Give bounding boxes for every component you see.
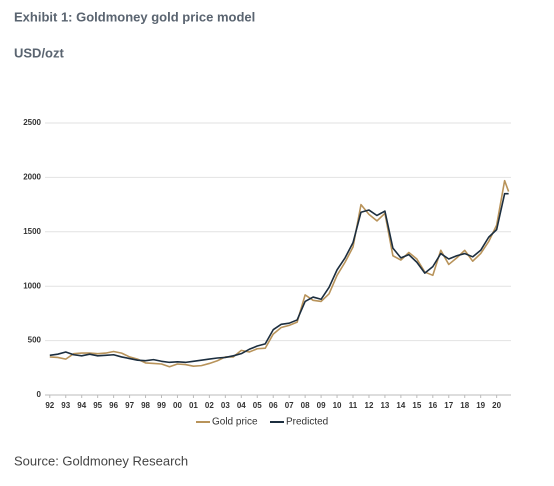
x-tick-label: 07 (285, 401, 294, 410)
x-tick-label: 98 (141, 401, 150, 410)
series-line (49, 192, 509, 364)
y-tick-label: 2000 (23, 173, 41, 182)
x-tick-label: 10 (333, 401, 342, 410)
y-tick-label: 1500 (23, 227, 41, 236)
x-tick-label: 97 (125, 401, 134, 410)
y-tick-label: 500 (28, 336, 42, 345)
x-tick-label: 09 (317, 401, 326, 410)
x-tick-label: 11 (349, 401, 358, 410)
x-tick-label: 93 (61, 401, 70, 410)
x-tick-label: 18 (460, 401, 469, 410)
x-tick-label: 01 (189, 401, 198, 410)
x-tick-label: 96 (109, 401, 118, 410)
legend-label: Gold price (212, 417, 258, 428)
x-tick-label: 06 (269, 401, 278, 410)
series-line (49, 179, 510, 368)
x-tick-label: 20 (492, 401, 501, 410)
source-note: Source: Goldmoney Research (14, 453, 188, 468)
x-tick-label: 14 (396, 401, 405, 410)
y-tick-label: 2500 (23, 118, 41, 127)
legend-label: Predicted (286, 417, 328, 428)
x-tick-label: 00 (173, 401, 182, 410)
chart-subtitle: USD/ozt (14, 45, 65, 60)
x-tick-label: 03 (221, 401, 230, 410)
y-tick-label: 0 (37, 390, 42, 399)
x-tick-label: 19 (476, 401, 485, 410)
x-tick-label: 04 (237, 401, 246, 410)
x-tick-label: 99 (157, 401, 166, 410)
y-tick-label: 1000 (23, 281, 41, 290)
x-tick-label: 12 (365, 401, 374, 410)
x-tick-label: 15 (412, 401, 421, 410)
x-tick-label: 02 (205, 401, 214, 410)
x-tick-label: 16 (428, 401, 437, 410)
x-tick-label: 92 (45, 401, 54, 410)
chart-title: Exhibit 1: Goldmoney gold price model (14, 9, 255, 24)
x-tick-label: 95 (93, 401, 102, 410)
x-tick-label: 05 (253, 401, 262, 410)
x-tick-label: 94 (77, 401, 86, 410)
x-tick-label: 08 (301, 401, 310, 410)
x-tick-label: 13 (380, 401, 389, 410)
x-tick-label: 17 (444, 401, 453, 410)
